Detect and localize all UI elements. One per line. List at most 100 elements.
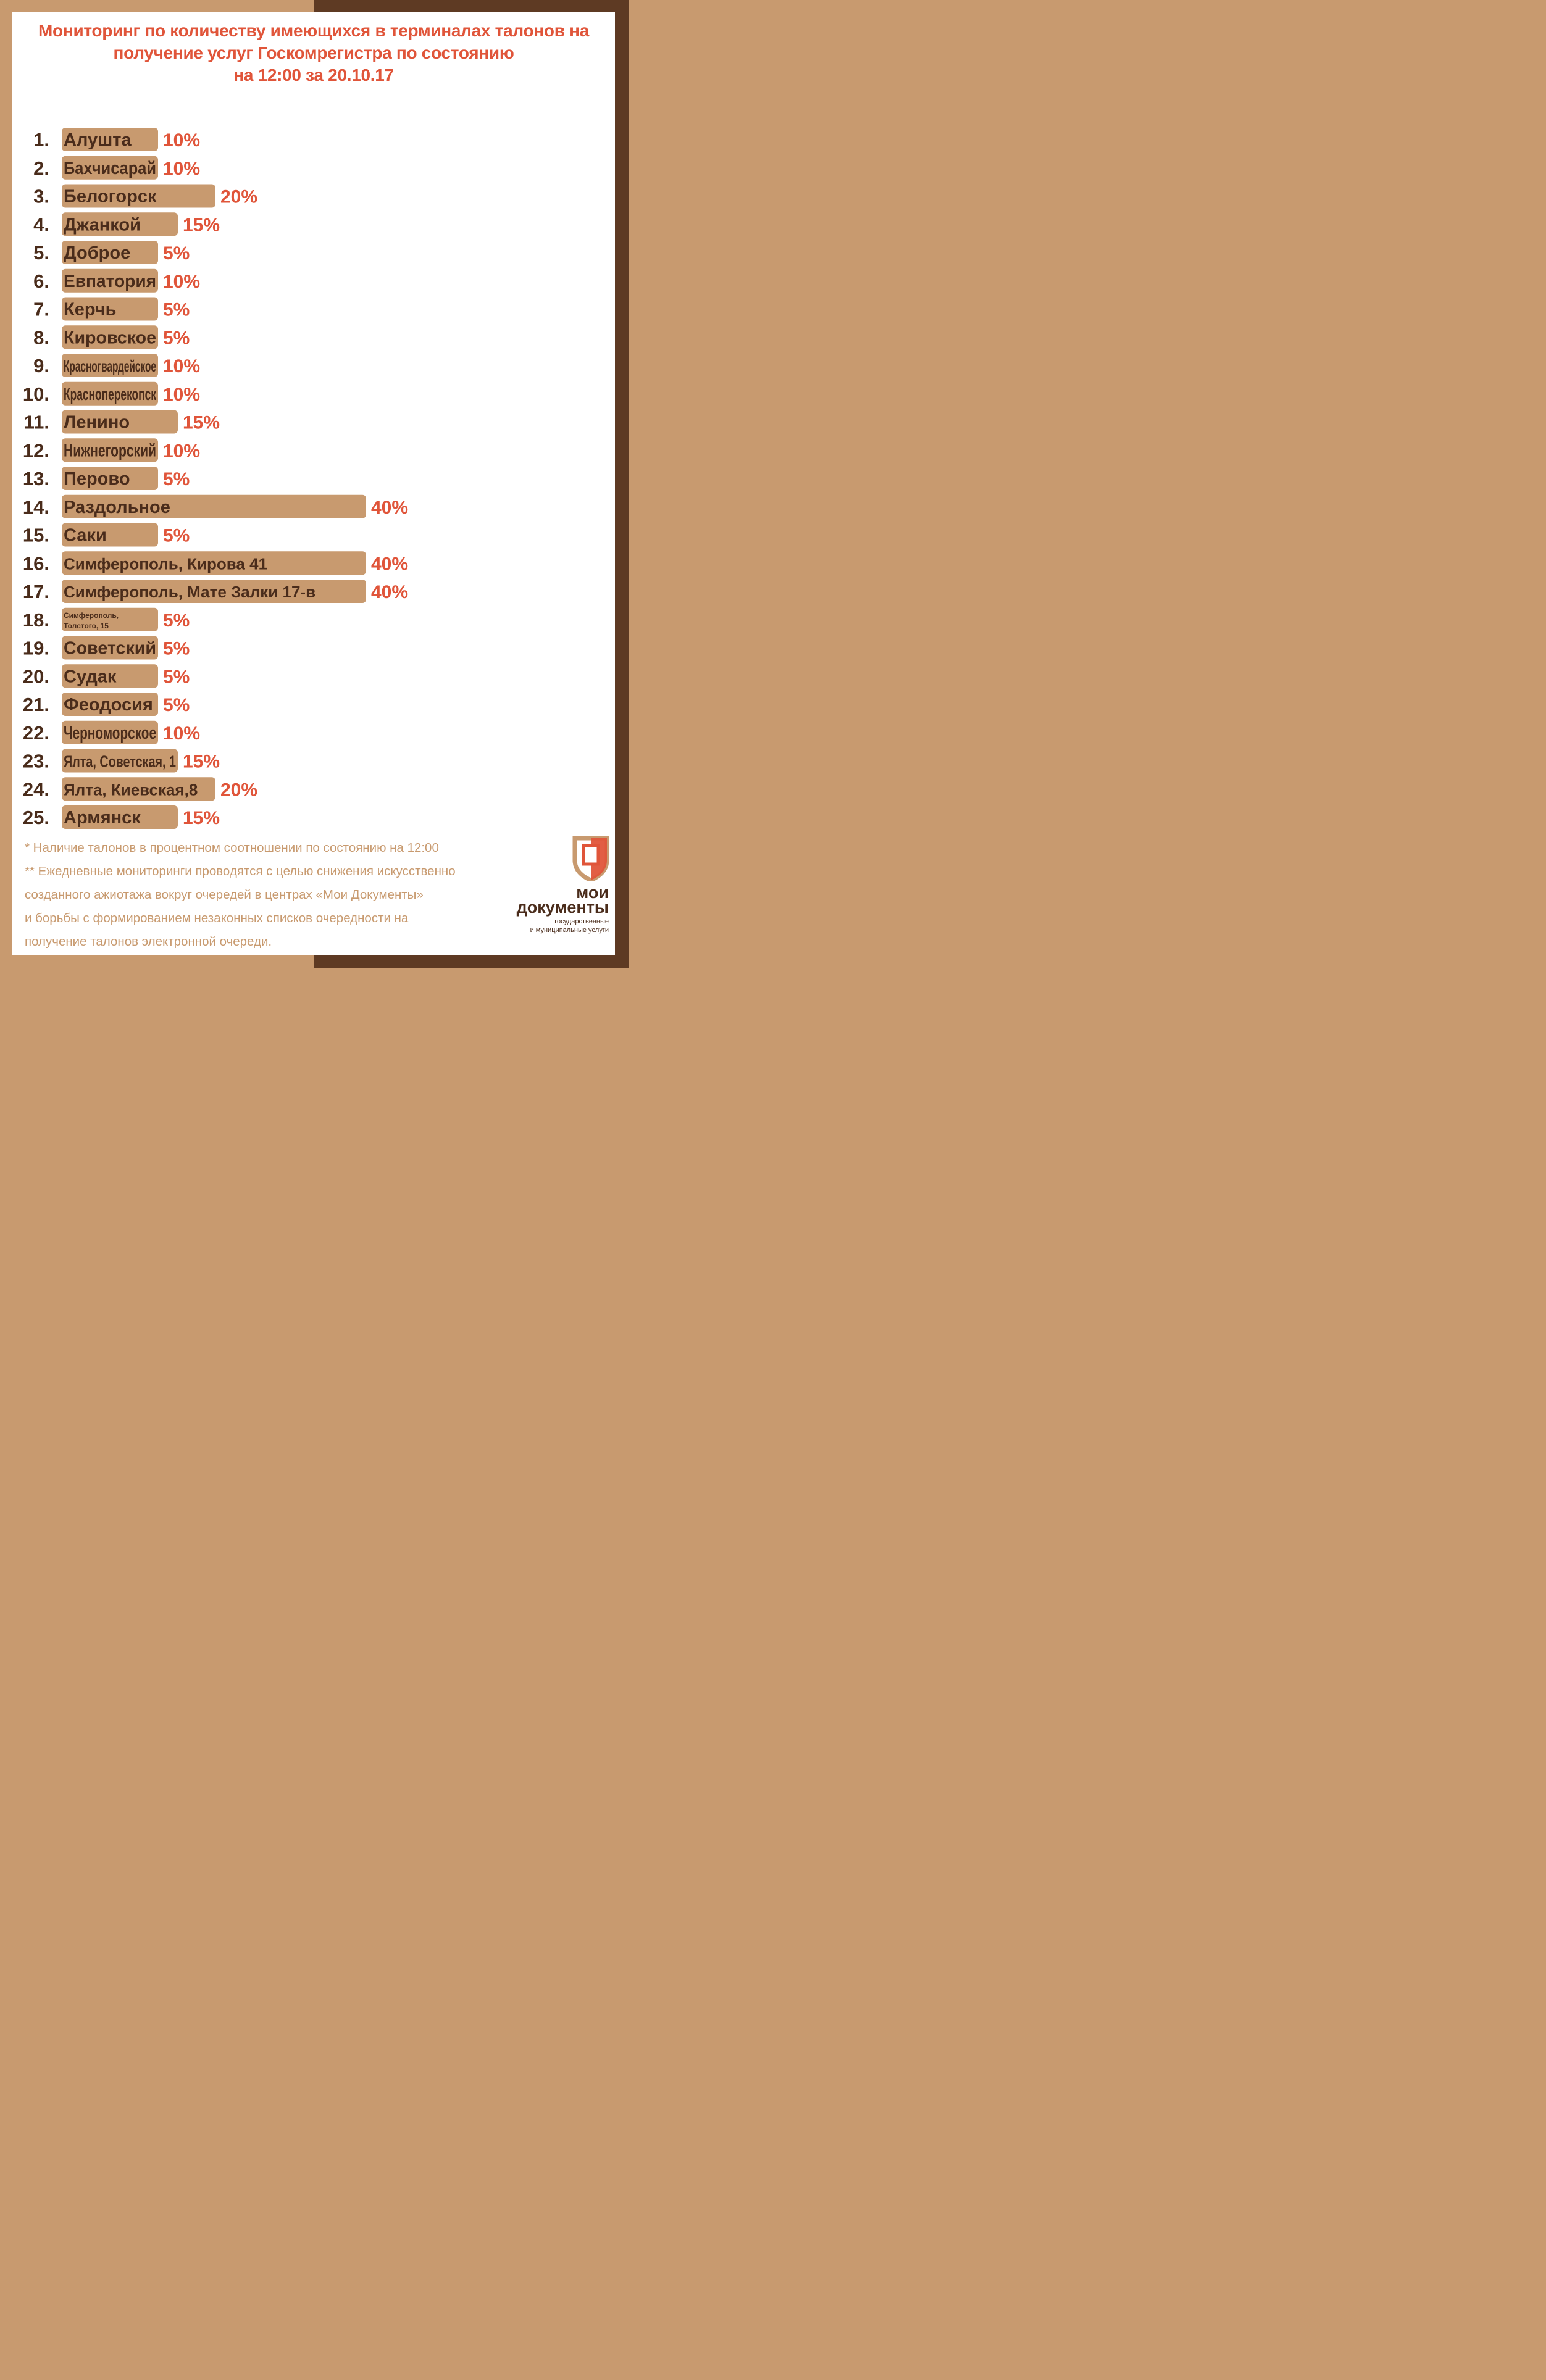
bar-18 [62,607,158,631]
content-panel: Мониторинг по количеству имеющихся в тер… [12,12,615,955]
value-label: 20% [220,780,257,800]
value-label: 5% [163,610,190,631]
category-label: Джанкой [64,215,141,235]
rank-label: 15. [23,525,49,546]
rank-label: 4. [33,214,49,235]
value-label: 15% [183,413,220,433]
bar-13 [62,467,158,490]
rank-label: 5. [33,242,49,264]
footnote: созданного ажиотажа вокруг очередей в це… [25,888,424,902]
bar-15 [62,523,158,547]
bar-2 [62,156,158,180]
bar-19 [62,636,158,660]
bar-3 [62,184,215,208]
rank-label: 7. [33,299,49,320]
category-label: Керчь [64,300,117,320]
category-label: Доброе [64,243,130,263]
rank-label: 18. [23,609,49,631]
bar-22 [62,720,158,744]
category-label: Советский [64,639,156,659]
category-label: Алушта [64,130,132,150]
value-label: 15% [183,215,220,235]
category-label: Саки [64,526,107,546]
value-label: 5% [163,469,190,489]
logo-subtitle-line: государственные [554,918,609,925]
rank-label: 2. [33,157,49,179]
category-label: Красноперекопск [64,385,157,404]
category-label: Белогорск [64,187,157,207]
logo-subtitle-line: и муниципальные услуги [530,926,609,934]
title-line: на 12:00 за 20.10.17 [233,65,394,85]
category-label: Симферополь, Толстого, 15 [64,611,119,630]
value-label: 10% [163,159,200,179]
category-label: Армянск [64,808,141,828]
rank-label: 14. [23,496,49,518]
rank-label: 25. [23,807,49,828]
footnote: получение талонов электронной очереди. [25,934,272,949]
value-label: 40% [371,582,408,602]
title-line: Мониторинг по количеству имеющихся в тер… [38,21,589,40]
category-label: Судак [64,667,117,686]
value-label: 5% [163,526,190,546]
rank-label: 20. [23,665,49,687]
value-label: 5% [163,300,190,320]
category-label: Евпатория [64,272,156,291]
logo-title-line: мои [576,883,609,902]
moi-dokumenty-logo: мои документы государственные и муниципа… [494,833,611,947]
category-label: Ялта, Советская, 1 [64,752,176,771]
logo-title-line: документы [516,898,609,917]
rank-label: 11. [24,412,49,433]
category-label: Ялта, Киевская,8 [64,780,198,799]
value-label: 5% [163,667,190,687]
bar-5 [62,241,158,264]
page-title: Мониторинг по количеству имеющихся в тер… [12,20,615,86]
bar-7 [62,297,158,321]
value-label: 15% [183,752,220,772]
bar-4 [62,212,178,236]
value-label: 10% [163,441,200,461]
value-label: 10% [163,723,200,744]
rank-label: 19. [23,638,49,659]
rank-label: 8. [33,327,49,348]
bar-24 [62,777,215,801]
rank-label: 12. [23,439,49,461]
value-label: 5% [163,328,190,348]
footnote: и борьбы с формированием незаконных спис… [25,911,409,925]
value-label: 10% [163,356,200,377]
bar-chart: 1. Алушта 10% 2. Бахчисарай 10% 3. Белогорск 20%… [23,128,408,829]
bar-9 [62,354,158,377]
value-label: 5% [163,695,190,715]
footnote: * Наличие талонов в процентном соотношен… [25,841,439,855]
category-label: Нижнегорский [64,441,156,460]
category-label: Черноморское [64,723,156,743]
moi-dokumenty-logo-icon [572,836,609,881]
value-label: 10% [163,272,200,292]
bar-16 [62,551,366,575]
logo-subtitle: государственные и муниципальные услуги [530,917,609,934]
bar-14 [62,494,366,518]
bar-10 [62,381,158,406]
category-label: Симферополь, Мате Залки 17-в [64,583,315,601]
bar-23 [62,749,178,773]
footnote: ** Ежедневные мониторинги проводятся с ц… [25,864,456,878]
title-line: получение услуг Госкомрегистра по состоя… [113,43,514,62]
category-label: Ленино [64,413,130,433]
value-label: 40% [371,554,408,574]
rank-label: 1. [33,129,49,151]
rank-label: 10. [23,383,49,405]
bar-12 [62,438,158,462]
bar-17 [62,580,366,603]
category-label: Симферополь, Кирова 41 [64,554,267,573]
value-label: 20% [220,187,257,207]
bar-21 [62,693,158,716]
rank-label: 9. [33,355,49,377]
value-label: 40% [371,497,408,518]
rank-label: 23. [23,751,49,772]
value-label: 15% [183,808,220,828]
rank-label: 6. [33,270,49,292]
bar-20 [62,664,158,688]
rank-label: 24. [23,778,49,800]
value-label: 10% [163,385,200,405]
footnotes: * Наличие талонов в процентном соотношен… [25,836,494,954]
value-label: 5% [163,243,190,264]
